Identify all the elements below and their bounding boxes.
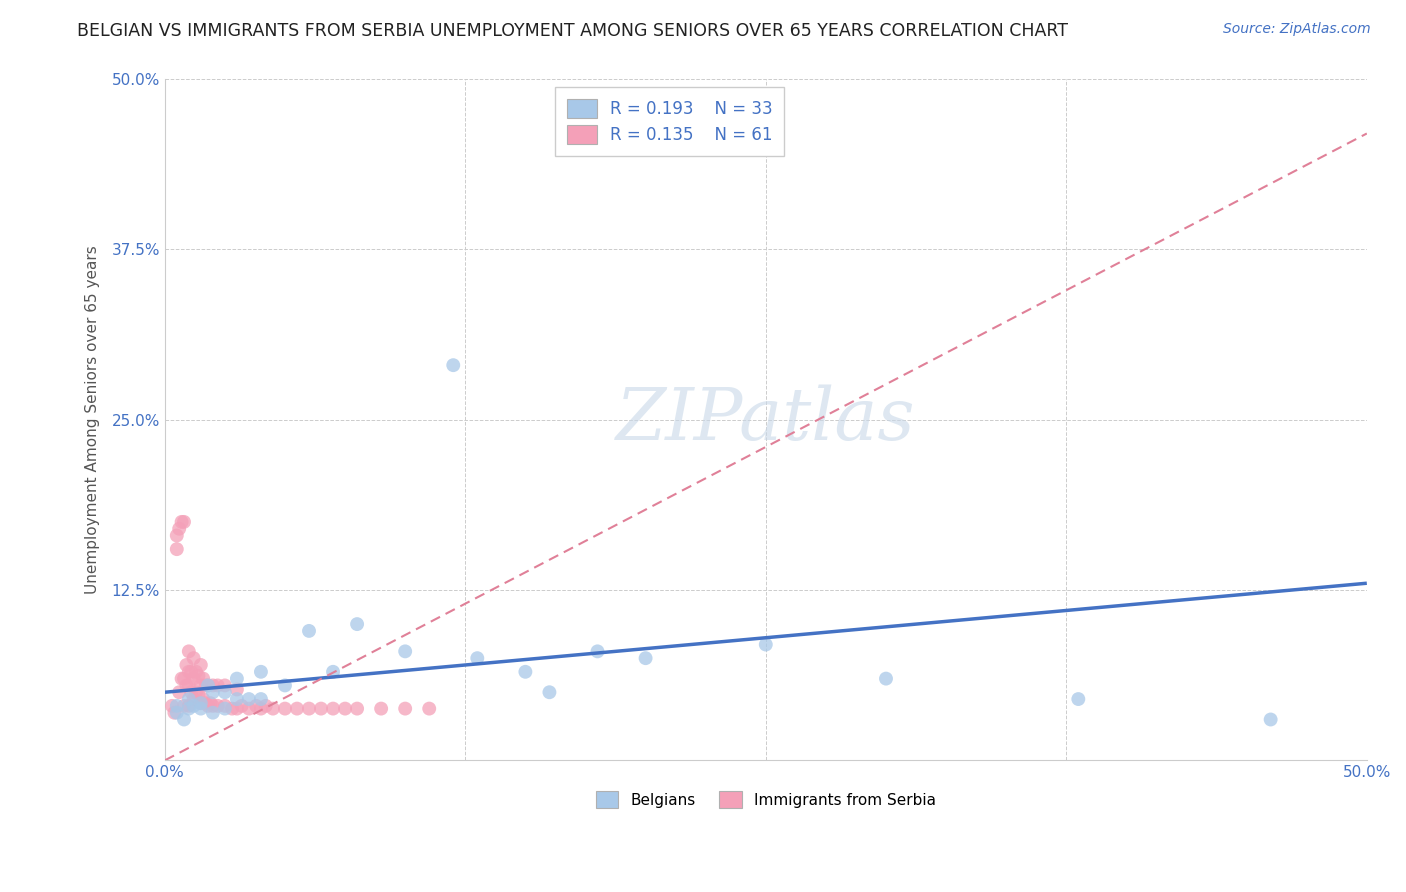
Point	[177, 665, 200, 679]
Point	[173, 515, 195, 529]
Point	[183, 672, 205, 686]
Point	[187, 669, 209, 683]
Y-axis label: Unemployment Among Seniors over 65 years: Unemployment Among Seniors over 65 years	[86, 245, 100, 594]
Point	[201, 685, 224, 699]
Point	[250, 692, 273, 706]
Point	[225, 682, 247, 697]
Point	[298, 701, 321, 715]
Point	[173, 672, 195, 686]
Point	[201, 698, 224, 713]
Point	[1067, 692, 1090, 706]
Point	[465, 651, 488, 665]
Point	[1260, 713, 1282, 727]
Point	[214, 698, 236, 713]
Point	[250, 701, 273, 715]
Point	[201, 706, 224, 720]
Point	[346, 701, 368, 715]
Point	[183, 651, 205, 665]
Point	[586, 644, 609, 658]
Point	[184, 665, 207, 679]
Point	[538, 685, 561, 699]
Point	[322, 701, 344, 715]
Point	[177, 692, 200, 706]
Point	[180, 685, 202, 699]
Point	[194, 678, 217, 692]
Point	[875, 672, 897, 686]
Text: ZIPatlas: ZIPatlas	[616, 384, 915, 455]
Point	[167, 522, 190, 536]
Point	[173, 713, 195, 727]
Point	[184, 685, 207, 699]
Point	[190, 696, 212, 710]
Point	[634, 651, 657, 665]
Point	[177, 678, 200, 692]
Point	[193, 692, 215, 706]
Point	[207, 698, 229, 713]
Legend: Belgians, Immigrants from Serbia: Belgians, Immigrants from Serbia	[589, 785, 942, 814]
Point	[262, 701, 284, 715]
Point	[194, 696, 217, 710]
Text: Source: ZipAtlas.com: Source: ZipAtlas.com	[1223, 22, 1371, 37]
Point	[221, 701, 243, 715]
Point	[180, 665, 202, 679]
Point	[322, 665, 344, 679]
Point	[160, 698, 183, 713]
Point	[173, 698, 195, 713]
Point	[298, 624, 321, 638]
Point	[418, 701, 440, 715]
Point	[190, 658, 212, 673]
Point	[167, 685, 190, 699]
Point	[183, 698, 205, 713]
Point	[250, 665, 273, 679]
Point	[163, 706, 186, 720]
Point	[238, 692, 260, 706]
Point	[274, 678, 297, 692]
Point	[274, 701, 297, 715]
Point	[177, 701, 200, 715]
Point	[214, 701, 236, 715]
Point	[238, 701, 260, 715]
Point	[190, 701, 212, 715]
Point	[176, 658, 198, 673]
Point	[254, 698, 277, 713]
Point	[231, 698, 253, 713]
Point	[190, 696, 212, 710]
Point	[225, 701, 247, 715]
Point	[193, 672, 215, 686]
Point	[190, 678, 212, 692]
Point	[166, 528, 188, 542]
Point	[177, 644, 200, 658]
Point	[197, 678, 219, 692]
Point	[346, 617, 368, 632]
Point	[197, 678, 219, 692]
Point	[176, 678, 198, 692]
Point	[166, 542, 188, 557]
Point	[441, 358, 464, 372]
Point	[200, 696, 222, 710]
Point	[225, 692, 247, 706]
Point	[201, 678, 224, 692]
Point	[166, 706, 188, 720]
Point	[187, 688, 209, 702]
Point	[207, 678, 229, 692]
Point	[333, 701, 356, 715]
Point	[245, 698, 267, 713]
Point	[197, 698, 219, 713]
Point	[370, 701, 392, 715]
Point	[285, 701, 308, 715]
Point	[170, 672, 193, 686]
Point	[755, 638, 778, 652]
Point	[394, 644, 416, 658]
Point	[515, 665, 537, 679]
Point	[309, 701, 332, 715]
Point	[183, 692, 205, 706]
Point	[170, 515, 193, 529]
Text: BELGIAN VS IMMIGRANTS FROM SERBIA UNEMPLOYMENT AMONG SENIORS OVER 65 YEARS CORRE: BELGIAN VS IMMIGRANTS FROM SERBIA UNEMPL…	[77, 22, 1069, 40]
Point	[177, 698, 200, 713]
Point	[394, 701, 416, 715]
Point	[214, 678, 236, 692]
Point	[166, 698, 188, 713]
Point	[214, 685, 236, 699]
Point	[225, 672, 247, 686]
